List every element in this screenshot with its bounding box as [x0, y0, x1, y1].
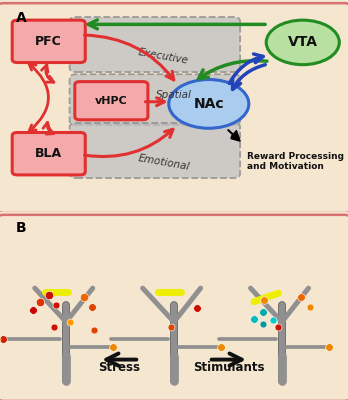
Text: PFC: PFC	[35, 35, 62, 48]
Text: Emotional: Emotional	[137, 153, 190, 172]
Text: Spatial: Spatial	[156, 90, 192, 100]
Text: vHPC: vHPC	[95, 96, 128, 106]
FancyBboxPatch shape	[70, 74, 240, 125]
FancyBboxPatch shape	[0, 215, 348, 400]
Text: NAc: NAc	[193, 97, 224, 111]
Text: VTA: VTA	[288, 35, 318, 49]
Circle shape	[169, 80, 249, 128]
Text: BLA: BLA	[35, 147, 62, 160]
FancyBboxPatch shape	[12, 132, 85, 175]
FancyBboxPatch shape	[70, 123, 240, 178]
Text: B: B	[16, 222, 26, 235]
FancyBboxPatch shape	[12, 20, 85, 62]
Text: Reward Processing
and Motivation: Reward Processing and Motivation	[247, 152, 344, 171]
Circle shape	[266, 20, 339, 65]
FancyBboxPatch shape	[0, 3, 348, 213]
FancyBboxPatch shape	[70, 17, 240, 72]
Text: Executive: Executive	[138, 47, 189, 66]
Text: Stimulants: Stimulants	[193, 361, 264, 374]
Text: Stress: Stress	[98, 361, 140, 374]
FancyBboxPatch shape	[75, 82, 148, 120]
Text: A: A	[16, 10, 26, 24]
